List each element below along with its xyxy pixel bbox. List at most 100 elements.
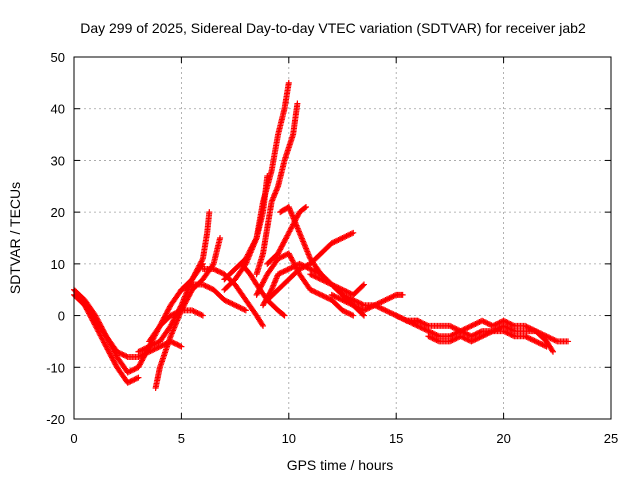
data-point [338, 235, 345, 242]
data-point [362, 306, 369, 313]
data-point [503, 324, 510, 331]
data-point [475, 335, 482, 342]
data-point [315, 290, 322, 297]
data-point [487, 321, 494, 328]
data-point [464, 336, 471, 343]
data-point [143, 344, 150, 351]
data-point [507, 326, 514, 333]
data-point [132, 365, 139, 372]
data-point [421, 326, 428, 333]
data-point [552, 337, 559, 344]
data-point [343, 298, 350, 305]
data-point [320, 277, 327, 284]
data-point [386, 295, 393, 302]
data-point [350, 229, 357, 236]
data-point [387, 309, 394, 316]
data-point [115, 349, 122, 356]
data-point [240, 306, 247, 313]
data-point [354, 304, 361, 311]
data-point [177, 308, 184, 315]
data-point [473, 330, 480, 337]
data-point [233, 302, 240, 309]
data-point [467, 323, 474, 330]
data-point [414, 317, 421, 324]
data-point [550, 348, 557, 355]
y-tick-label: 0 [58, 309, 65, 324]
data-point [335, 236, 342, 243]
data-point [504, 319, 511, 326]
data-point [322, 278, 329, 285]
y-tick-label: -10 [46, 360, 65, 375]
data-point [336, 236, 343, 243]
data-point [540, 342, 547, 349]
data-point [150, 341, 157, 348]
data-point [507, 331, 514, 338]
data-point [316, 275, 323, 282]
data-point [355, 304, 362, 311]
data-point [509, 322, 516, 329]
data-point [224, 298, 231, 305]
data-point [232, 302, 239, 309]
data-point [446, 338, 453, 345]
y-tick-label: 30 [51, 153, 65, 168]
data-point [230, 301, 237, 308]
data-point [280, 253, 287, 260]
data-point [343, 288, 350, 295]
data-point [379, 306, 386, 313]
data-point [543, 333, 550, 340]
data-point [139, 352, 146, 359]
data-point [336, 295, 343, 302]
data-point [313, 289, 320, 296]
data-point [530, 337, 537, 344]
data-point [425, 333, 432, 340]
data-point [549, 347, 556, 354]
data-point [340, 297, 347, 304]
data-point [342, 298, 349, 305]
chart-title: Day 299 of 2025, Sidereal Day-to-day VTE… [80, 20, 586, 36]
data-point [503, 319, 510, 326]
data-point [279, 269, 286, 276]
data-point [346, 310, 353, 317]
data-point [198, 311, 205, 318]
data-point [391, 292, 398, 299]
data-point [340, 287, 347, 294]
data-point [389, 310, 396, 317]
data-point [309, 267, 316, 274]
data-point [127, 378, 134, 385]
data-point [300, 262, 307, 269]
data-point [340, 234, 347, 241]
data-point [312, 289, 319, 296]
x-tick-label: 20 [496, 431, 510, 446]
data-point [450, 324, 457, 331]
data-point [504, 324, 511, 331]
data-point [313, 274, 320, 281]
data-point [547, 335, 554, 342]
series-arc-6 [146, 307, 206, 345]
data-point [301, 204, 308, 211]
data-point [472, 320, 479, 327]
data-point [460, 326, 467, 333]
data-point [367, 304, 374, 311]
data-point [330, 292, 337, 299]
data-point [285, 266, 292, 273]
data-point [323, 294, 330, 301]
data-point [501, 328, 508, 335]
data-point [339, 297, 346, 304]
data-point [434, 337, 441, 344]
series-arc-14 [253, 250, 357, 319]
data-point [477, 333, 484, 340]
data-point [420, 325, 427, 332]
data-point [185, 283, 192, 290]
data-point [489, 322, 496, 329]
data-point [344, 294, 351, 301]
data-point [418, 324, 425, 331]
data-point [151, 346, 158, 353]
data-point [170, 311, 177, 318]
data-point [526, 324, 533, 331]
data-point [169, 311, 176, 318]
data-point [307, 266, 314, 273]
data-point [488, 328, 495, 335]
data-point [401, 316, 408, 323]
data-point [448, 332, 455, 339]
data-point [530, 326, 537, 333]
